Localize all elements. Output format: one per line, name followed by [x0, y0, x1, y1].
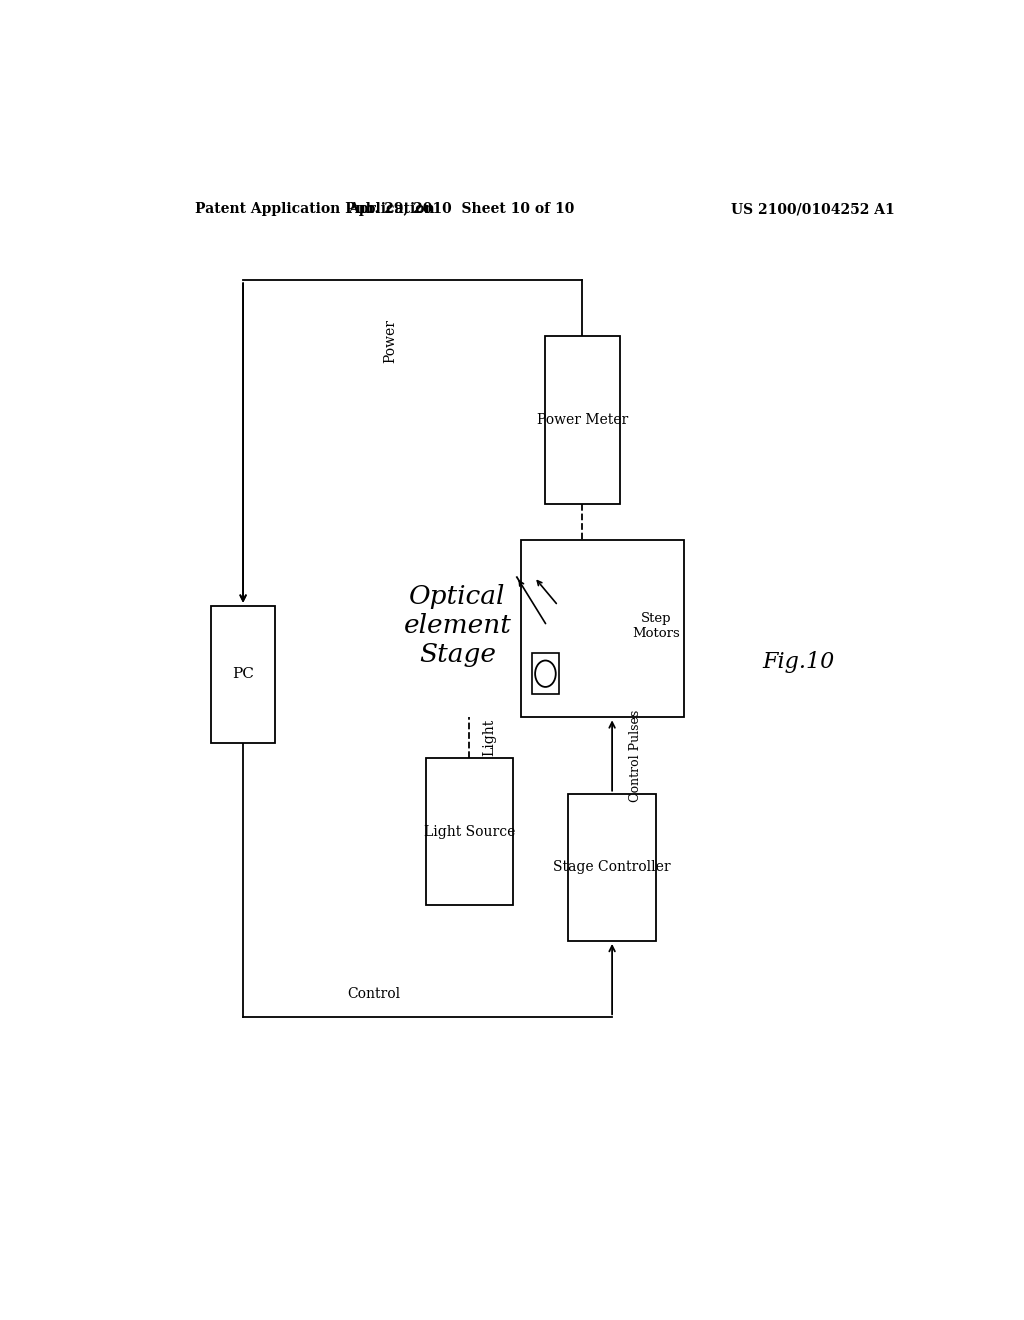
- Text: Optical
element
Stage: Optical element Stage: [403, 585, 511, 668]
- Bar: [568, 793, 655, 941]
- Bar: [426, 758, 513, 906]
- Text: Control: Control: [347, 987, 400, 1001]
- Bar: [521, 540, 684, 718]
- Text: Apr. 29, 2010  Sheet 10 of 10: Apr. 29, 2010 Sheet 10 of 10: [348, 202, 574, 216]
- Text: Step
Motors: Step Motors: [632, 612, 680, 640]
- Text: Light Source: Light Source: [424, 825, 515, 838]
- Text: Patent Application Publication: Patent Application Publication: [196, 202, 435, 216]
- Text: PC: PC: [232, 667, 254, 681]
- Text: US 2100/0104252 A1: US 2100/0104252 A1: [731, 202, 895, 216]
- Bar: [545, 337, 621, 504]
- Bar: [211, 606, 274, 743]
- Bar: [531, 653, 559, 694]
- Text: Fig.10: Fig.10: [763, 651, 835, 672]
- Text: Light: Light: [482, 719, 496, 756]
- Text: Control Pulses: Control Pulses: [630, 709, 642, 801]
- Text: Power: Power: [383, 319, 397, 363]
- Text: Power Meter: Power Meter: [537, 413, 628, 428]
- Text: Stage Controller: Stage Controller: [553, 861, 671, 874]
